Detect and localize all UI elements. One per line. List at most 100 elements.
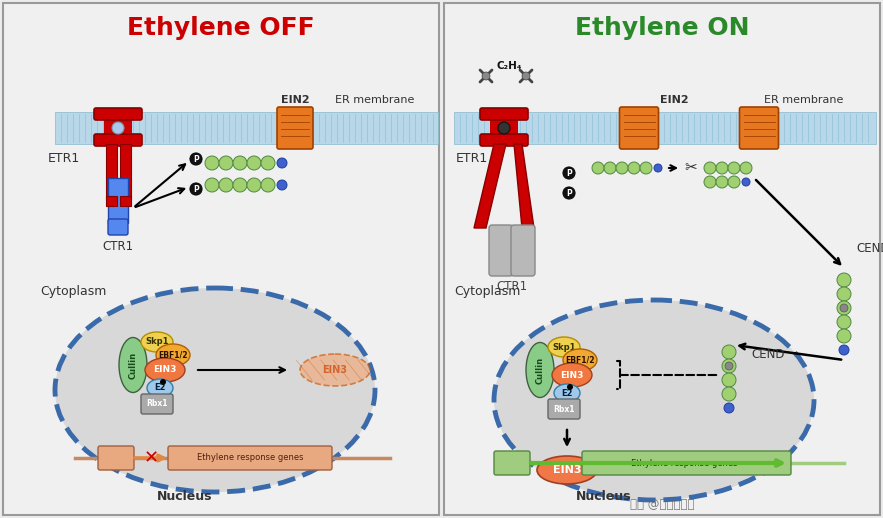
Circle shape xyxy=(482,72,490,80)
Circle shape xyxy=(704,162,716,174)
Text: Skp1: Skp1 xyxy=(552,342,576,352)
Text: Cullin: Cullin xyxy=(129,351,138,379)
FancyBboxPatch shape xyxy=(98,446,134,470)
Circle shape xyxy=(522,72,530,80)
Ellipse shape xyxy=(156,344,190,366)
Text: Cullin: Cullin xyxy=(535,356,545,383)
Circle shape xyxy=(562,186,576,200)
Circle shape xyxy=(722,345,736,359)
Circle shape xyxy=(722,387,736,401)
Circle shape xyxy=(837,329,851,343)
Circle shape xyxy=(219,178,233,192)
Bar xyxy=(108,178,128,223)
Text: Cytoplasm: Cytoplasm xyxy=(40,285,106,298)
Circle shape xyxy=(189,182,203,196)
Text: Cytoplasm: Cytoplasm xyxy=(454,285,520,298)
Bar xyxy=(444,3,880,515)
FancyBboxPatch shape xyxy=(94,108,142,120)
Ellipse shape xyxy=(55,288,375,492)
FancyBboxPatch shape xyxy=(739,107,779,149)
Circle shape xyxy=(247,178,261,192)
Circle shape xyxy=(498,122,510,134)
FancyBboxPatch shape xyxy=(620,107,659,149)
Text: E2: E2 xyxy=(562,388,573,397)
Circle shape xyxy=(189,152,203,166)
Text: P: P xyxy=(193,184,199,194)
FancyBboxPatch shape xyxy=(94,134,142,146)
Circle shape xyxy=(160,379,166,385)
Text: EIN3: EIN3 xyxy=(154,366,177,375)
Text: EBF1/2: EBF1/2 xyxy=(565,355,595,365)
FancyBboxPatch shape xyxy=(108,219,128,235)
Circle shape xyxy=(640,162,652,174)
FancyBboxPatch shape xyxy=(168,446,332,470)
Text: ✂: ✂ xyxy=(684,161,698,176)
Polygon shape xyxy=(514,144,534,228)
Circle shape xyxy=(716,162,728,174)
Text: Skp1: Skp1 xyxy=(145,338,169,347)
Circle shape xyxy=(716,176,728,188)
Polygon shape xyxy=(474,144,506,228)
FancyBboxPatch shape xyxy=(480,108,528,120)
Text: EIN2: EIN2 xyxy=(281,95,309,105)
Text: EIN3: EIN3 xyxy=(553,465,581,475)
FancyBboxPatch shape xyxy=(582,451,791,475)
Text: ✕: ✕ xyxy=(143,449,159,467)
Text: Rbx1: Rbx1 xyxy=(147,399,168,409)
Ellipse shape xyxy=(554,384,580,402)
Ellipse shape xyxy=(300,354,370,386)
Circle shape xyxy=(840,304,848,312)
Circle shape xyxy=(839,345,849,355)
FancyBboxPatch shape xyxy=(141,394,173,414)
Bar xyxy=(55,112,438,144)
Text: C₂H₄: C₂H₄ xyxy=(496,61,522,71)
Circle shape xyxy=(740,162,752,174)
FancyBboxPatch shape xyxy=(548,399,580,419)
Bar xyxy=(3,3,439,515)
Ellipse shape xyxy=(141,332,173,352)
FancyBboxPatch shape xyxy=(494,451,530,475)
Circle shape xyxy=(233,178,247,192)
Ellipse shape xyxy=(552,363,592,387)
Text: ETR1: ETR1 xyxy=(456,151,488,165)
Circle shape xyxy=(277,180,287,190)
Circle shape xyxy=(724,403,734,413)
Circle shape xyxy=(247,156,261,170)
Circle shape xyxy=(654,164,662,172)
Text: Ethylene response genes: Ethylene response genes xyxy=(197,453,303,463)
Circle shape xyxy=(725,362,733,370)
Bar xyxy=(120,196,131,206)
Bar xyxy=(454,112,876,144)
Circle shape xyxy=(233,156,247,170)
Text: ER membrane: ER membrane xyxy=(336,95,415,105)
Text: EIN3: EIN3 xyxy=(322,365,348,375)
Text: 知乎 @漆黑的师兄: 知乎 @漆黑的师兄 xyxy=(630,497,694,511)
FancyBboxPatch shape xyxy=(480,134,528,146)
Circle shape xyxy=(728,176,740,188)
Circle shape xyxy=(837,273,851,287)
Circle shape xyxy=(728,162,740,174)
Circle shape xyxy=(616,162,628,174)
Circle shape xyxy=(261,178,275,192)
FancyBboxPatch shape xyxy=(511,225,535,276)
Circle shape xyxy=(562,166,576,180)
Circle shape xyxy=(219,156,233,170)
Circle shape xyxy=(837,315,851,329)
Ellipse shape xyxy=(147,379,173,397)
FancyBboxPatch shape xyxy=(489,225,513,276)
Text: CTR1: CTR1 xyxy=(496,280,527,293)
Circle shape xyxy=(742,178,750,186)
Circle shape xyxy=(205,156,219,170)
Circle shape xyxy=(567,384,573,390)
Circle shape xyxy=(261,156,275,170)
Circle shape xyxy=(837,301,851,315)
Text: Nucleus: Nucleus xyxy=(157,490,213,502)
Bar xyxy=(106,144,117,199)
FancyBboxPatch shape xyxy=(277,107,313,149)
Bar xyxy=(106,196,117,206)
Text: Nucleus: Nucleus xyxy=(577,490,631,502)
Bar xyxy=(490,118,518,138)
Ellipse shape xyxy=(526,342,554,397)
Circle shape xyxy=(592,162,604,174)
Circle shape xyxy=(722,373,736,387)
